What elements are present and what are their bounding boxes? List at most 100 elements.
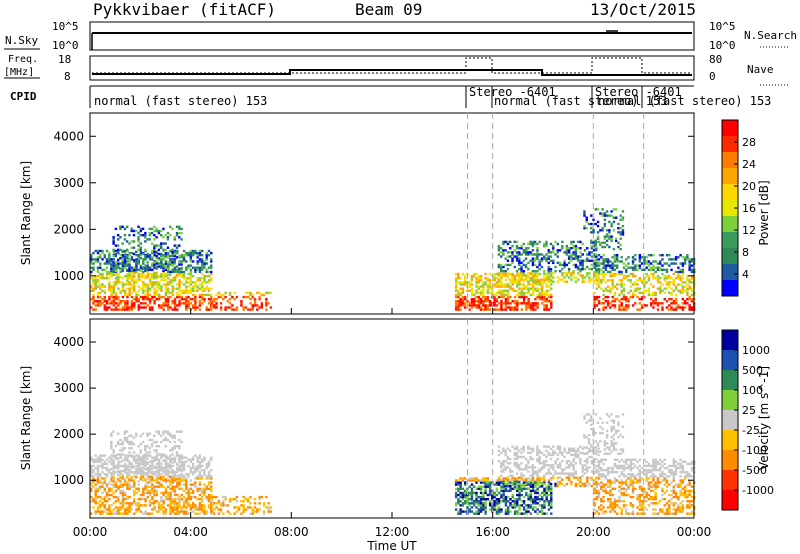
heatmap-cell <box>123 257 127 260</box>
heatmap-cell <box>558 480 562 484</box>
heatmap-cell <box>593 262 596 265</box>
heatmap-cell <box>137 304 140 307</box>
heatmap-cell <box>595 449 598 452</box>
heatmap-cell <box>466 506 469 509</box>
heatmap-cell <box>545 257 548 260</box>
heatmap-cell <box>213 297 216 301</box>
heatmap-cell <box>586 247 589 250</box>
heatmap-cell <box>529 457 532 461</box>
heatmap-cell <box>454 483 458 486</box>
heatmap-cell <box>191 502 195 505</box>
heatmap-cell <box>110 263 113 266</box>
heatmap-cell <box>121 263 124 266</box>
heatmap-cell <box>486 300 490 303</box>
heatmap-cell <box>561 278 564 281</box>
heatmap-cell <box>602 274 605 278</box>
heatmap-cell <box>620 260 623 263</box>
heatmap-cell <box>135 261 138 264</box>
heatmap-cell <box>681 285 685 288</box>
heatmap-cell <box>645 262 648 265</box>
heatmap-cell <box>162 430 165 433</box>
heatmap-cell <box>457 510 460 513</box>
heatmap-cell <box>196 279 199 282</box>
heatmap-cell <box>579 259 582 262</box>
heatmap-cell <box>200 287 204 290</box>
heatmap-cell <box>583 210 586 213</box>
heatmap-cell <box>133 500 136 503</box>
heatmap-cell <box>99 304 102 307</box>
heatmap-cell <box>205 308 208 311</box>
heatmap-cell <box>504 274 507 277</box>
heatmap-cell <box>612 425 616 429</box>
heatmap-cell <box>527 470 530 473</box>
heatmap-cell <box>180 295 183 299</box>
heatmap-cell <box>194 293 197 297</box>
heatmap-cell <box>504 289 508 292</box>
heatmap-cell <box>173 267 176 270</box>
heatmap-cell <box>454 487 458 490</box>
heatmap-cell <box>475 300 478 303</box>
heatmap-cell <box>123 478 127 481</box>
heatmap-cell <box>488 487 492 490</box>
y-tick-label: 2000 <box>53 222 84 236</box>
heatmap-cell <box>164 266 168 269</box>
heatmap-cell <box>634 258 637 261</box>
heatmap-cell <box>139 462 143 466</box>
heatmap-cell <box>609 266 612 269</box>
heatmap-cell <box>157 283 161 286</box>
heatmap-cell <box>493 300 496 303</box>
heatmap-cell <box>606 481 610 484</box>
heatmap-cell <box>108 510 111 513</box>
heatmap-cell <box>482 283 485 286</box>
heatmap-cell <box>518 283 521 286</box>
heatmap-cell <box>169 504 172 507</box>
heatmap-cell <box>169 508 172 511</box>
heatmap-cell <box>477 287 480 290</box>
heatmap-cell <box>500 510 503 513</box>
heatmap-cell <box>207 475 211 478</box>
heatmap-cell <box>108 283 111 286</box>
heatmap-cell <box>610 235 613 238</box>
heatmap-cell <box>527 495 530 499</box>
heatmap-cell <box>613 258 617 261</box>
heatmap-cell <box>128 259 131 262</box>
heatmap-cell <box>670 287 673 290</box>
heatmap-cell <box>457 483 460 486</box>
heatmap-cell <box>123 259 127 262</box>
heatmap-cell <box>117 497 120 501</box>
heatmap-cell <box>549 478 553 482</box>
heatmap-cell <box>561 468 564 471</box>
heatmap-cell <box>137 268 140 272</box>
heatmap-cell <box>586 484 589 488</box>
heatmap-cell <box>511 259 514 262</box>
heatmap-cell <box>146 454 150 457</box>
heatmap-cell <box>482 295 485 299</box>
heatmap-cell <box>125 240 129 243</box>
heatmap-cell <box>132 451 136 454</box>
heatmap-cell <box>125 438 129 442</box>
heatmap-cell <box>683 260 687 263</box>
heatmap-cell <box>547 500 551 503</box>
heatmap-cell <box>531 508 535 511</box>
heatmap-cell <box>513 482 516 486</box>
heatmap-cell <box>522 259 526 262</box>
heatmap-cell <box>151 268 154 272</box>
heatmap-cell <box>565 462 569 465</box>
heatmap-cell <box>518 274 521 278</box>
heatmap-cell <box>536 481 539 484</box>
heatmap-cell <box>148 253 152 257</box>
heatmap-cell <box>123 497 127 501</box>
heatmap-cell <box>157 281 161 284</box>
heatmap-cell <box>121 506 125 509</box>
heatmap-cell <box>538 510 542 513</box>
heatmap-cell <box>674 270 678 274</box>
heatmap-cell <box>191 293 195 297</box>
heatmap-cell <box>144 293 147 297</box>
heatmap-cell <box>121 261 124 264</box>
heatmap-cell <box>600 468 603 472</box>
heatmap-cell <box>203 297 206 301</box>
heatmap-cell <box>631 304 635 307</box>
date-title: 13/Oct/2015 <box>590 0 696 19</box>
heatmap-cell <box>123 249 127 253</box>
heatmap-cell <box>579 267 582 271</box>
